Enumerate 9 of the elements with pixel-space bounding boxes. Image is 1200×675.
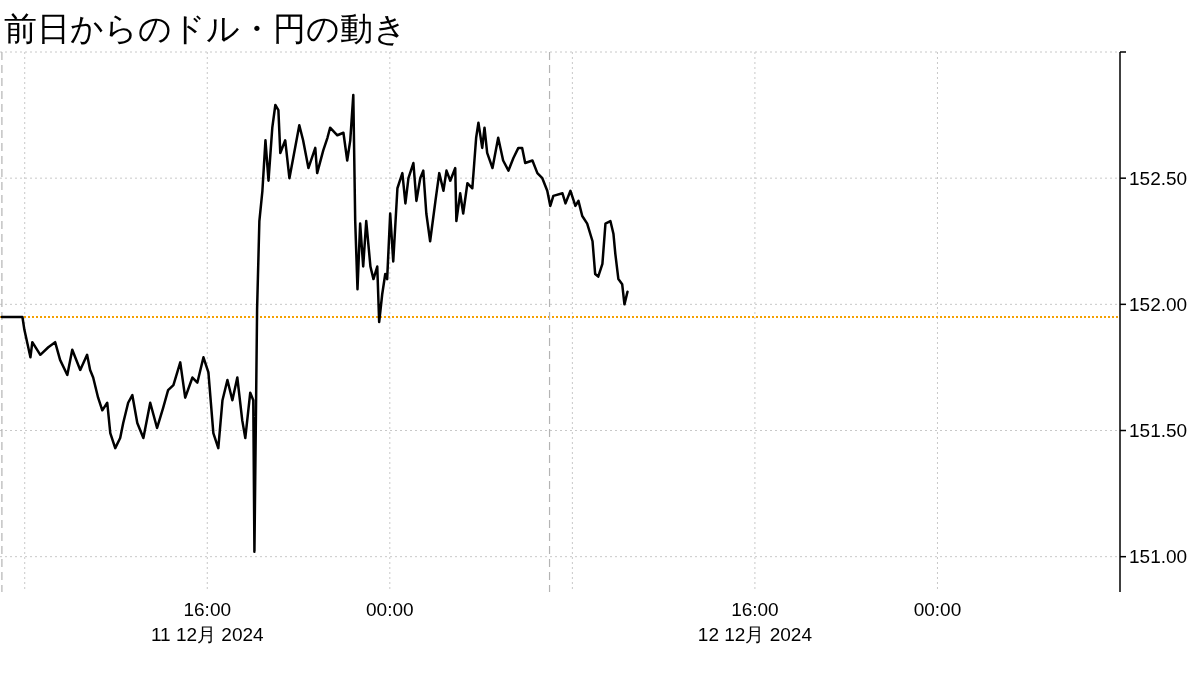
x-tick-label: 16:00 12 12月 2024 <box>697 599 813 645</box>
x-tick-label: 00:00 <box>366 599 414 620</box>
y-tick-label: 152.50 <box>1129 167 1188 189</box>
x-tick-label: 00:00 <box>913 599 962 620</box>
y-tick-label: 151.00 <box>1129 546 1188 568</box>
title: 前日からのドル・円の動き <box>4 11 407 47</box>
y-tick-label: 151.50 <box>1129 420 1188 441</box>
x-tick-label: 16:00 11 12月 2024 <box>150 599 265 645</box>
y-tick-label: 152.00 <box>1129 293 1188 315</box>
